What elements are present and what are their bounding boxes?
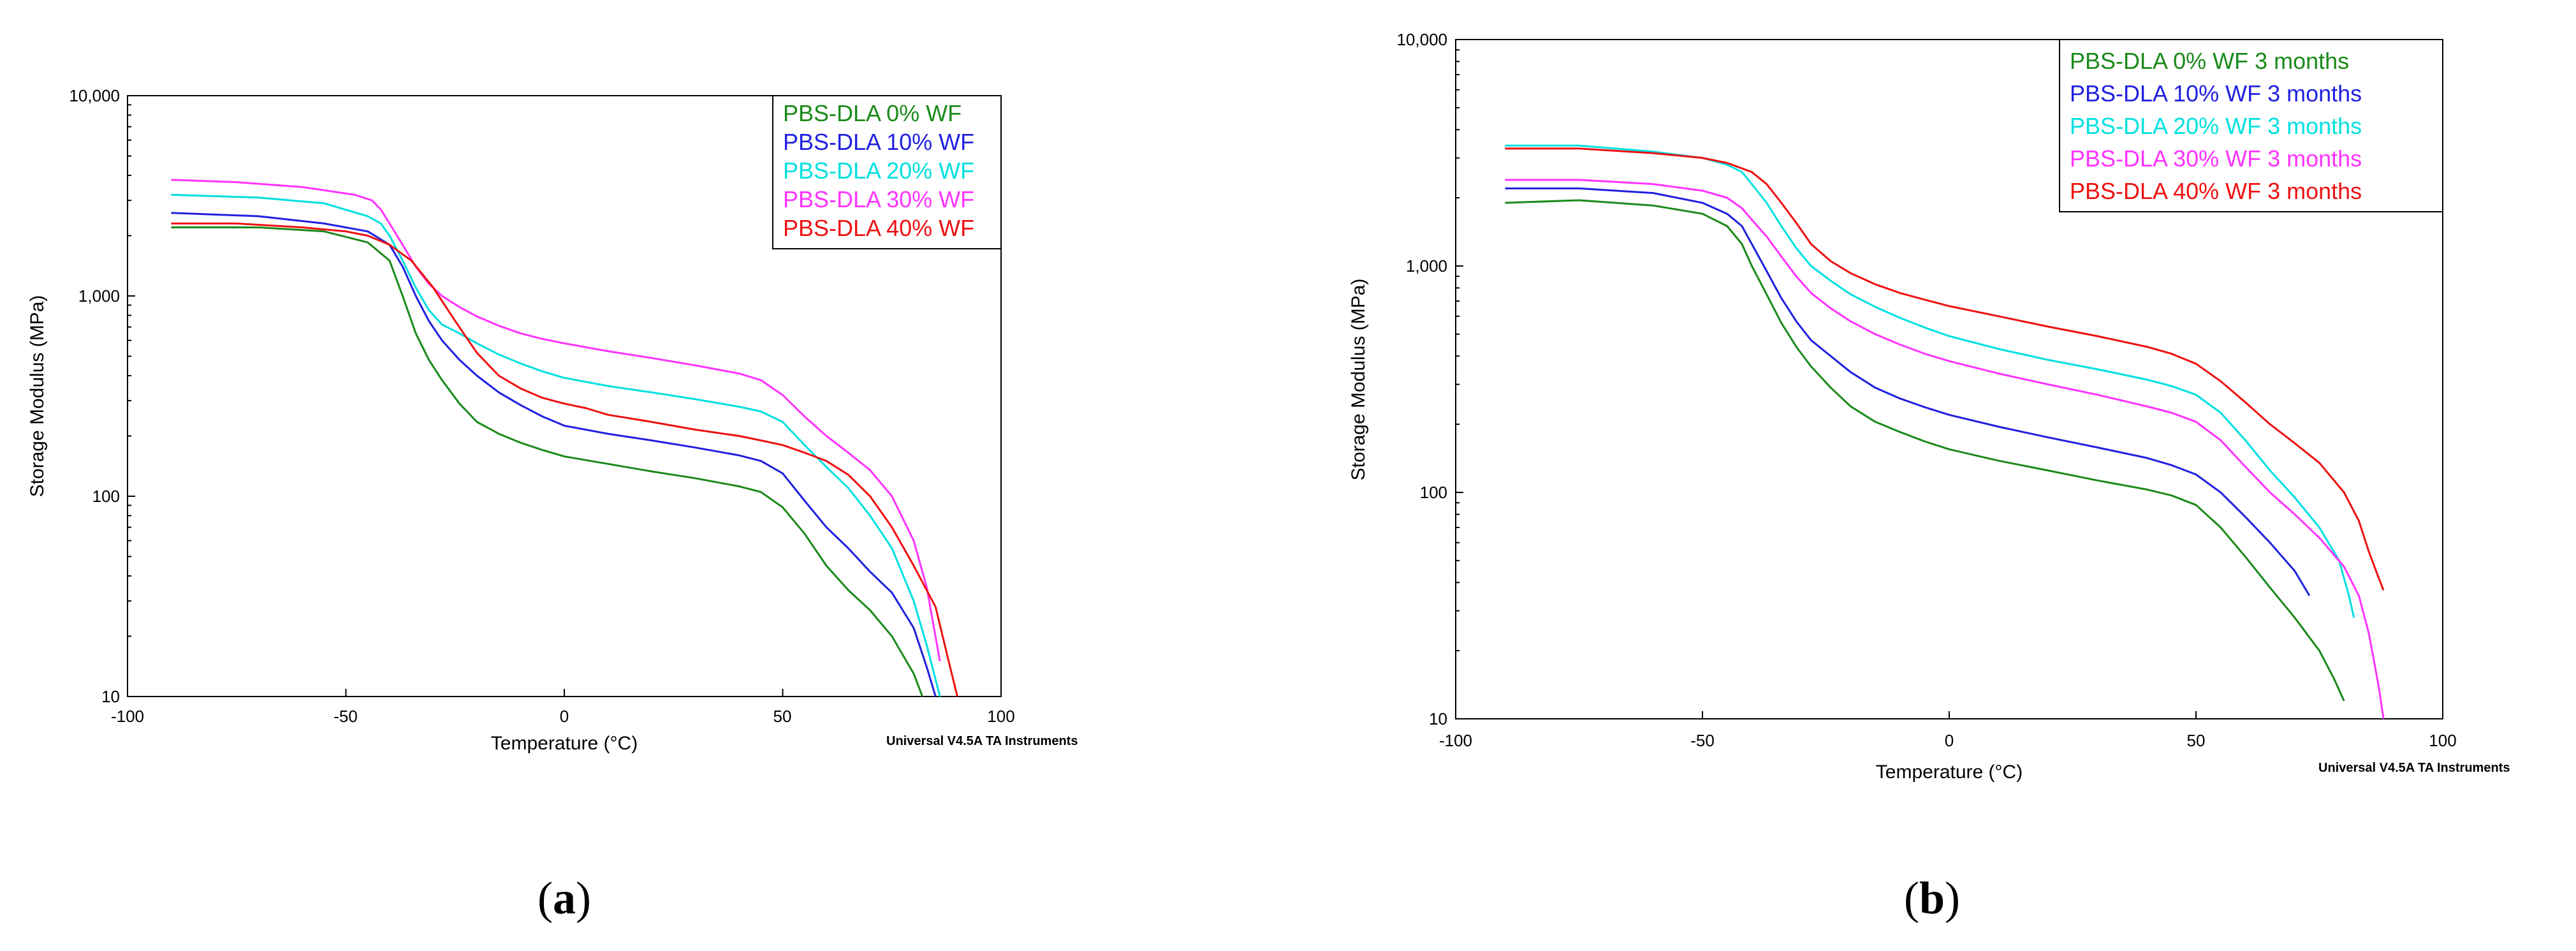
y-tick-label: 10 <box>101 687 120 706</box>
y-tick-label: 1,000 <box>78 286 120 306</box>
panel-label-open: ( <box>538 873 553 924</box>
series-line <box>171 179 941 661</box>
legend-entry: PBS-DLA 40% WF <box>783 215 974 241</box>
legend-entry: PBS-DLA 20% WF <box>783 158 974 184</box>
legend-entry: PBS-DLA 10% WF <box>783 129 974 155</box>
x-tick-label: -50 <box>1690 731 1715 750</box>
series-line <box>1505 179 2385 719</box>
panel-label-open: ( <box>1904 873 1919 924</box>
series-line <box>171 193 941 697</box>
legend-entry: PBS-DLA 30% WF 3 months <box>2070 145 2362 172</box>
series-line <box>1505 187 2311 596</box>
y-tick-label: 1,000 <box>1406 256 1447 276</box>
series-line <box>1505 147 2385 591</box>
legend-entry: PBS-DLA 0% WF <box>783 100 962 126</box>
tick-layer <box>127 95 1002 697</box>
x-tick-label: 100 <box>2429 731 2456 750</box>
panel-label: (a) <box>538 873 591 924</box>
series-line <box>1505 144 2355 618</box>
instrument-credit: Universal V4.5A TA Instruments <box>886 734 1078 748</box>
tick-layer <box>1455 39 2443 719</box>
y-tick-label: 10,000 <box>69 86 120 105</box>
x-tick-label: -100 <box>1439 731 1472 750</box>
y-tick-label: 100 <box>92 487 120 506</box>
panel-label-close: ) <box>576 873 591 924</box>
y-tick-label: 10 <box>1429 709 1447 728</box>
x-tick-label: -50 <box>333 707 358 726</box>
instrument-credit: Universal V4.5A TA Instruments <box>2318 761 2510 775</box>
x-tick-label: 50 <box>773 707 792 726</box>
legend-box <box>2059 39 2443 212</box>
legend-entry: PBS-DLA 10% WF 3 months <box>2070 80 2362 107</box>
series-line <box>1505 199 2345 702</box>
y-tick-label: 100 <box>1420 483 1447 502</box>
x-axis-title: Temperature (°C) <box>1876 762 2023 783</box>
chart-panel-a: 10 100 1,000 10,000 -100 -50 0 50 100 Te… <box>27 86 1078 924</box>
series-line <box>171 226 924 697</box>
x-tick-label: 100 <box>987 707 1014 726</box>
x-tick-label: 50 <box>2187 731 2206 750</box>
series-line <box>171 222 958 697</box>
panel-label-letter: a <box>553 873 576 924</box>
legend-entry: PBS-DLA 20% WF 3 months <box>2070 113 2362 139</box>
panel-label-letter: b <box>1919 873 1945 924</box>
x-tick-label: 0 <box>560 707 569 726</box>
legend-entry: PBS-DLA 40% WF 3 months <box>2070 178 2362 204</box>
series-line <box>171 212 937 697</box>
legend-entry: PBS-DLA 30% WF <box>783 186 974 212</box>
legend-box <box>772 95 1002 249</box>
y-axis-title: Storage Modulus (MPa) <box>27 295 48 498</box>
x-tick-label: -100 <box>111 707 144 726</box>
legend-entry: PBS-DLA 0% WF 3 months <box>2070 48 2349 74</box>
series-layer <box>171 179 958 697</box>
series-layer <box>1505 144 2385 719</box>
chart-panel-b: 10 100 1,000 10,000 -100 -50 0 50 100 Te… <box>1348 30 2510 924</box>
legend: PBS-DLA 0% WF PBS-DLA 10% WF PBS-DLA 20%… <box>772 95 1002 249</box>
panel-label: (b) <box>1904 873 1960 924</box>
y-axis-title: Storage Modulus (MPa) <box>1348 279 1369 481</box>
y-tick-label: 10,000 <box>1396 30 1447 49</box>
x-axis-title: Temperature (°C) <box>491 733 638 754</box>
panel-label-close: ) <box>1945 873 1960 924</box>
x-tick-label: 0 <box>1945 731 1954 750</box>
legend: PBS-DLA 0% WF 3 months PBS-DLA 10% WF 3 … <box>2059 39 2443 212</box>
